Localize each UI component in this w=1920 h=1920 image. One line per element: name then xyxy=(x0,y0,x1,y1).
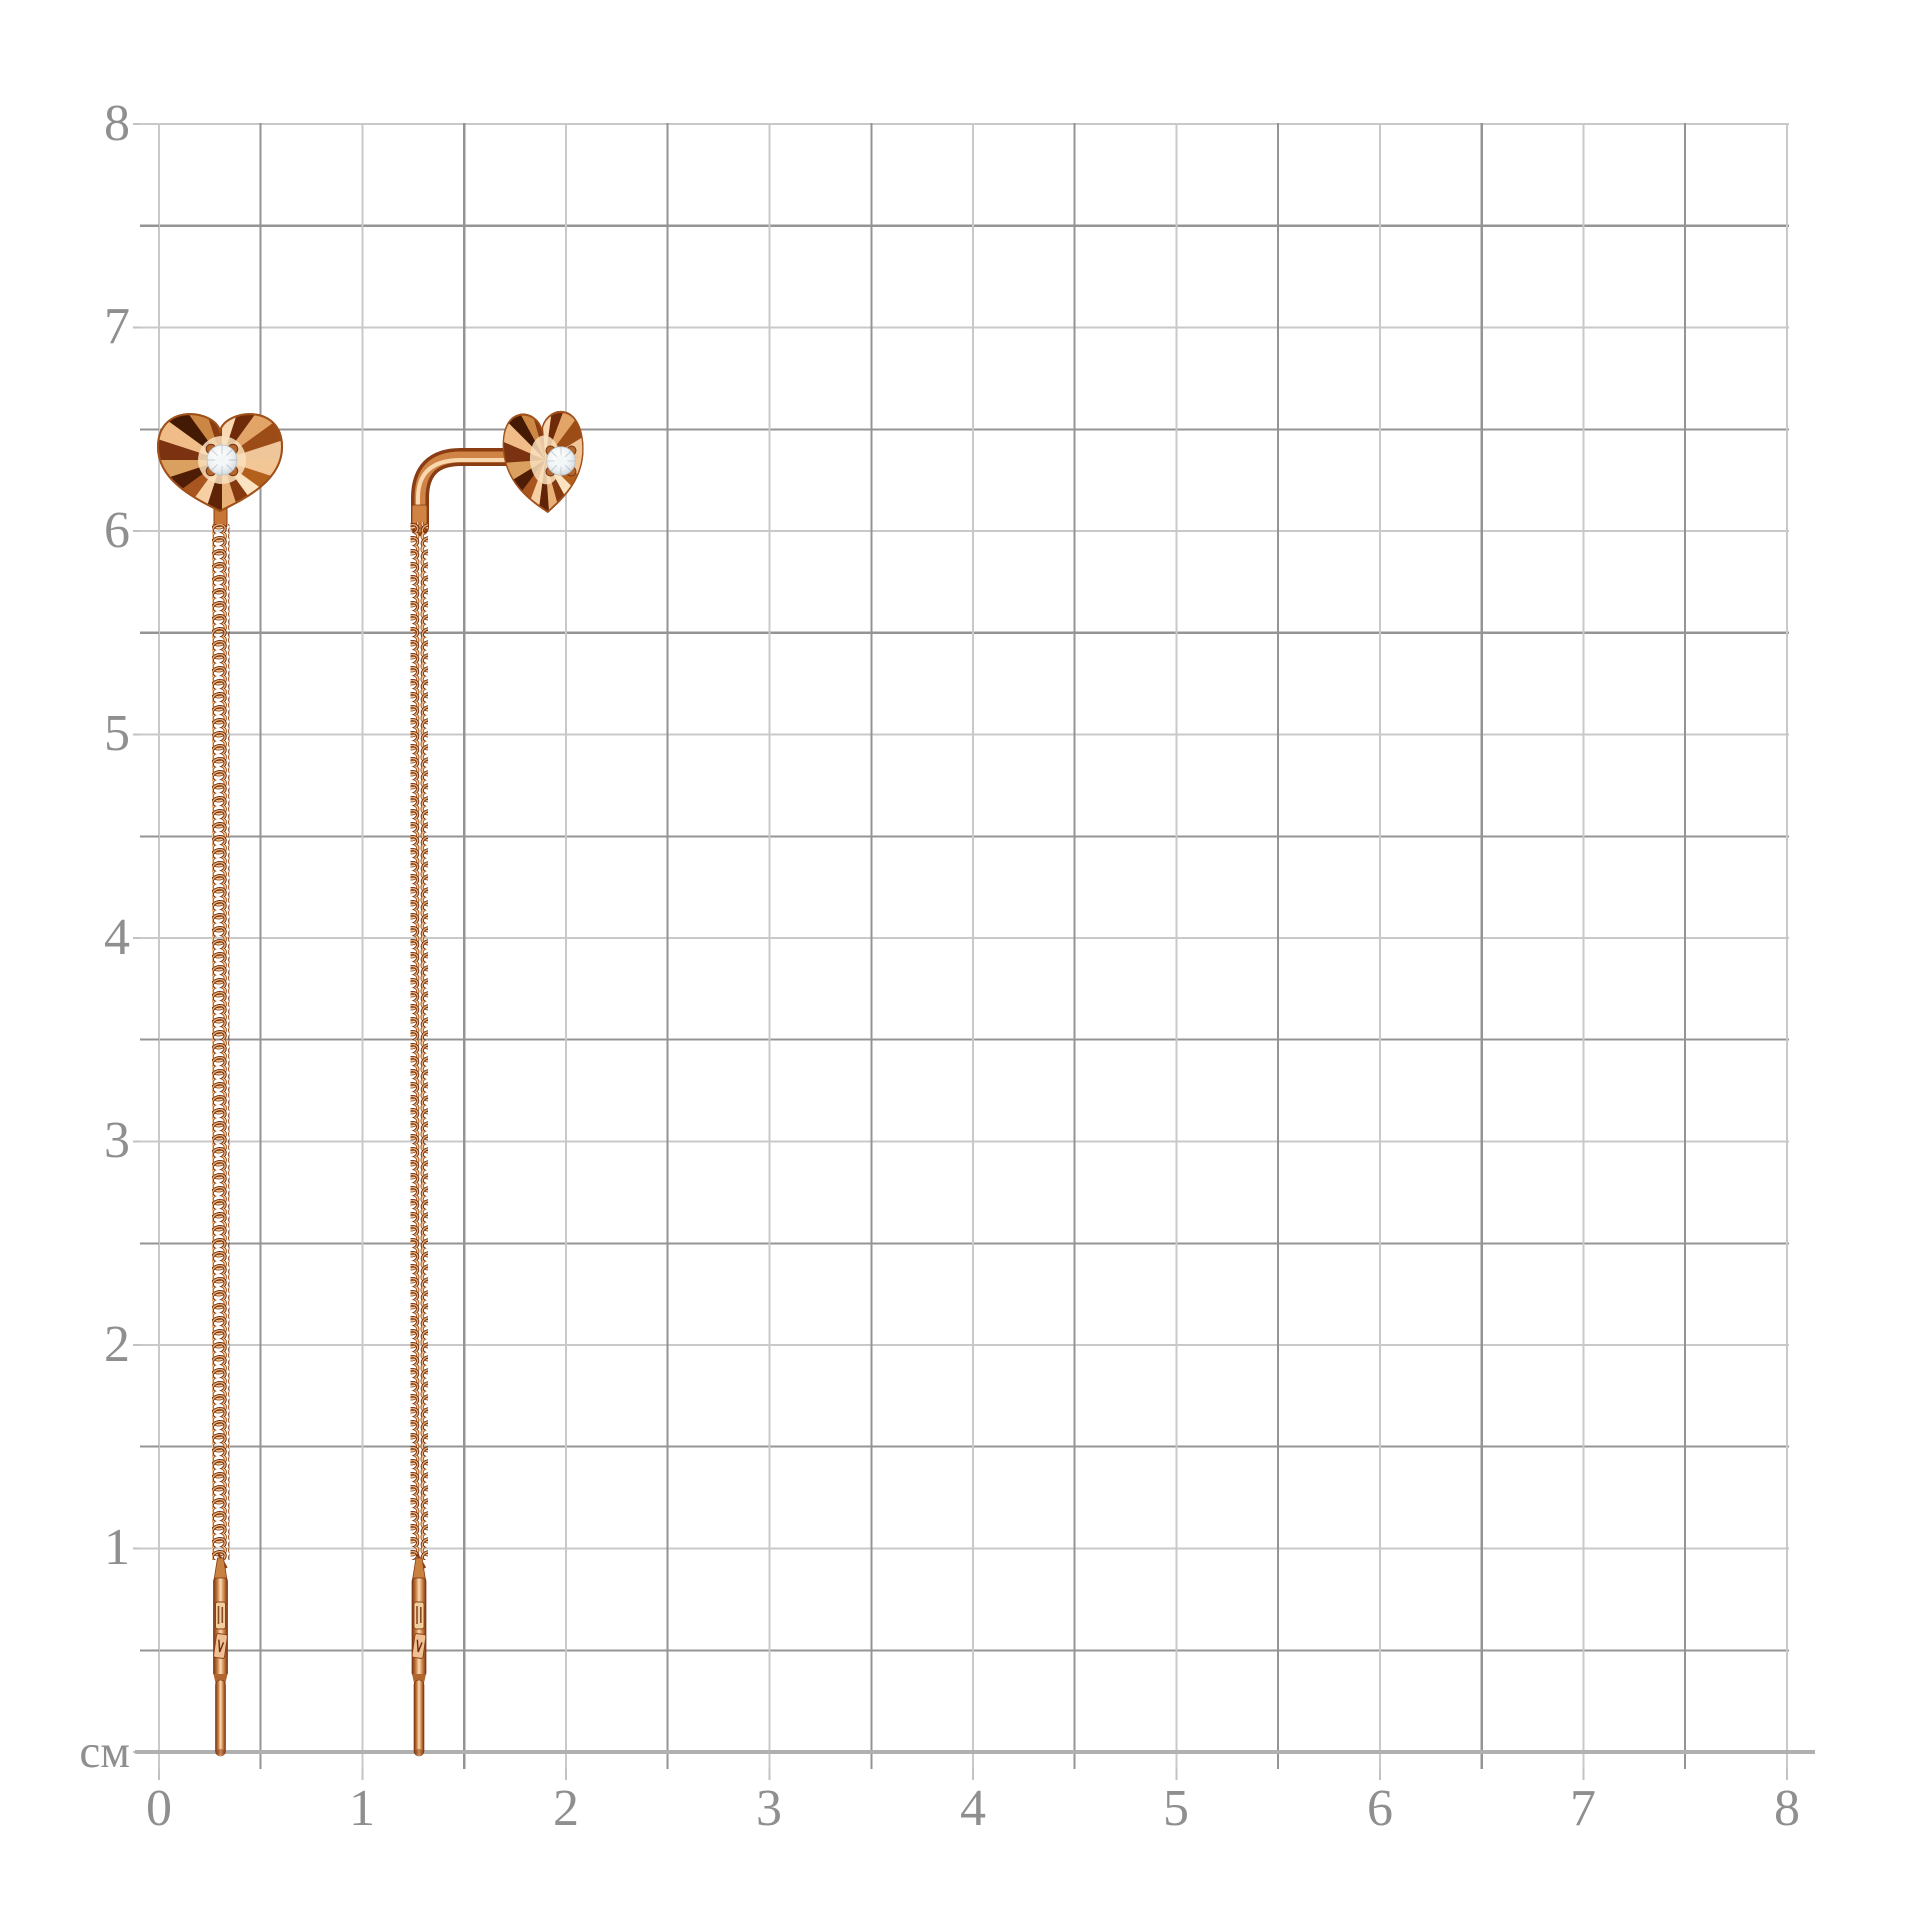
x-axis-label: 3 xyxy=(756,1780,782,1837)
left-earring-chain xyxy=(212,524,230,1560)
y-axis-label: 5 xyxy=(104,705,130,762)
right-earring-post xyxy=(411,448,519,536)
y-axis-label: 6 xyxy=(104,502,130,559)
x-axis-label: 6 xyxy=(1367,1780,1393,1837)
y-axis-half-ticks xyxy=(140,123,159,1754)
y-axis-label: 7 xyxy=(104,298,130,355)
right-earring-stone xyxy=(545,445,577,477)
ruler-baseline xyxy=(135,1750,1815,1754)
x-axis-label: 2 xyxy=(553,1780,579,1837)
left-earring-stone xyxy=(205,443,239,477)
y-axis-label: 8 xyxy=(104,95,130,152)
x-axis-label: 5 xyxy=(1163,1780,1189,1837)
y-axis-integer-ticks xyxy=(133,123,141,1754)
x-axis-label: 8 xyxy=(1774,1780,1800,1837)
y-axis-label: 1 xyxy=(104,1519,130,1576)
right-earring-pin xyxy=(410,1552,428,1758)
unit-label: см xyxy=(79,1726,130,1778)
x-axis-label: 1 xyxy=(349,1780,375,1837)
right-earring-chain xyxy=(410,522,428,1560)
right-earring xyxy=(410,359,613,1758)
x-axis-half-ticks xyxy=(158,1752,1789,1769)
measurement-grid xyxy=(158,123,1789,1754)
x-axis-label: 0 xyxy=(146,1780,172,1837)
x-axis-label: 7 xyxy=(1570,1780,1596,1837)
left-earring xyxy=(127,365,317,1758)
x-axis-label: 4 xyxy=(960,1780,986,1837)
left-earring-pin xyxy=(212,1552,229,1758)
y-axis-label: 3 xyxy=(104,1112,130,1169)
y-axis-label: 4 xyxy=(104,909,130,966)
y-axis-label: 2 xyxy=(104,1316,130,1373)
